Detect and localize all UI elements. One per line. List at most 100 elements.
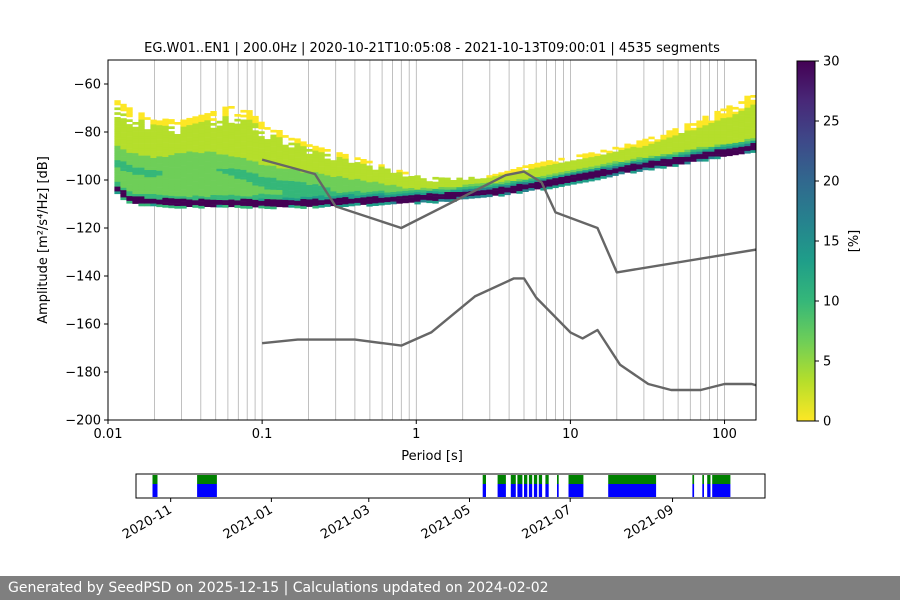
heatmap-cell (126, 181, 133, 185)
heatmap-cell (282, 192, 289, 196)
heatmap-cell (150, 153, 157, 156)
heatmap-cell (252, 173, 259, 177)
heatmap-cell (348, 189, 355, 192)
heatmap-cell (714, 154, 721, 157)
heatmap-cell (246, 182, 253, 185)
heatmap-cell (186, 187, 193, 191)
heatmap-cell (378, 171, 385, 175)
heatmap-cell (366, 179, 373, 183)
heatmap-cell (216, 137, 223, 141)
heatmap-cell (498, 179, 505, 183)
heatmap-cell (354, 178, 361, 182)
plot-frame (107, 59, 757, 421)
heatmap-cell (132, 129, 139, 132)
heatmap-cell (588, 161, 595, 165)
heatmap-cell (156, 134, 163, 138)
heatmap-cell (150, 155, 157, 159)
heatmap-cell (258, 162, 265, 166)
heatmap-cell (162, 176, 169, 179)
heatmap-cell (744, 105, 751, 108)
heatmap-cell (642, 157, 649, 161)
heatmap-cell (348, 196, 355, 200)
heatmap-cell (714, 149, 721, 152)
heatmap-cell (522, 186, 529, 190)
heatmap-cell (228, 137, 235, 140)
heatmap-cell (444, 180, 451, 183)
heatmap-cell (138, 194, 145, 197)
heatmap-cell (234, 200, 241, 204)
heatmap-cell (210, 171, 217, 174)
heatmap-cell (696, 151, 703, 155)
heatmap-cell (600, 161, 607, 165)
heatmap-cell (300, 189, 307, 193)
heatmap-cell (720, 149, 727, 152)
heatmap-cell (198, 119, 205, 123)
heatmap-cell (186, 139, 193, 143)
heatmap-cell (480, 190, 487, 193)
heatmap-cell (684, 132, 691, 136)
heatmap-cell (690, 130, 697, 133)
heatmap-cell (510, 185, 517, 189)
heatmap-cell (630, 158, 637, 162)
heatmap-cell (294, 193, 301, 197)
heatmap-cell (582, 177, 589, 181)
heatmap-cell (216, 195, 223, 198)
timeline-bar-top (482, 475, 486, 484)
heatmap-cell (204, 132, 211, 135)
heatmap-cell (318, 176, 325, 179)
heatmap-cell (144, 148, 151, 152)
heatmap-cell (192, 145, 199, 148)
heatmap-cell (264, 187, 271, 190)
heatmap-cell (258, 121, 265, 125)
heatmap-cell (126, 184, 133, 187)
heatmap-cell (192, 181, 199, 184)
heatmap-cell (156, 168, 163, 172)
heatmap-cell (186, 125, 193, 128)
heatmap-cell (222, 183, 229, 187)
heatmap-cell (636, 140, 643, 144)
timeline-bar-bottom (557, 484, 559, 497)
heatmap-cell (114, 129, 121, 132)
heatmap-cell (216, 183, 223, 186)
heatmap-cell (276, 158, 283, 162)
heatmap-cell (396, 169, 403, 173)
heatmap-cell (234, 188, 241, 192)
timeline-bar-top (692, 475, 695, 484)
heatmap-cell (300, 146, 307, 149)
heatmap-cell (282, 180, 289, 184)
heatmap-cell (720, 122, 727, 126)
heatmap-cell (216, 202, 223, 206)
heatmap-cell (258, 126, 265, 130)
heatmap-cell (120, 197, 127, 201)
heatmap-cell (612, 161, 619, 164)
heatmap-cell (300, 167, 307, 171)
heatmap-cell (180, 167, 187, 171)
heatmap-cell (234, 174, 241, 177)
heatmap-cell (660, 166, 667, 169)
heatmap-cell (540, 163, 547, 167)
heatmap-cell (234, 162, 241, 165)
heatmap-cell (210, 192, 217, 196)
heatmap-cell (570, 162, 577, 166)
heatmap-cell (246, 126, 253, 130)
heatmap-cell (300, 153, 307, 157)
heatmap-cell (168, 188, 175, 192)
heatmap-cell (696, 156, 703, 160)
y-tick-label: −100 (65, 174, 101, 189)
heatmap-cell (120, 142, 127, 145)
heatmap-cell (162, 145, 169, 148)
heatmap-cell (708, 122, 715, 126)
heatmap-cell (312, 179, 319, 183)
heatmap-cell (708, 149, 715, 152)
heatmap-cell (204, 158, 211, 162)
heatmap-cell (168, 205, 175, 209)
heatmap-cell (228, 132, 235, 136)
heatmap-cell (510, 188, 517, 191)
heatmap-cell (138, 150, 145, 154)
heatmap-cell (138, 153, 145, 156)
heatmap-cell (144, 153, 151, 156)
heatmap-cell (258, 131, 265, 134)
heatmap-cell (510, 173, 517, 177)
heatmap-cell (534, 172, 541, 175)
